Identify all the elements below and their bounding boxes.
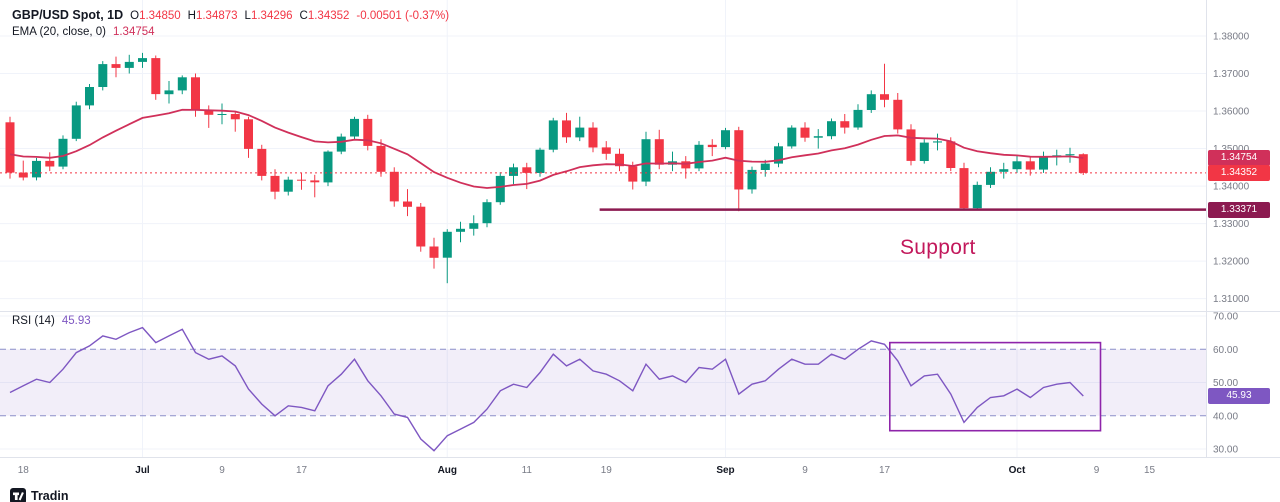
- watermark-text: Tradin: [31, 489, 69, 502]
- ohlc-open: O1.34850: [130, 10, 181, 22]
- ema-indicator-value: 1.34754: [112, 26, 155, 38]
- close-label: C: [299, 10, 308, 22]
- rsi-axis-label[interactable]: 50.00: [1213, 378, 1238, 389]
- ema-indicator-label[interactable]: EMA (20, close, 0): [12, 26, 106, 38]
- high-label: H: [187, 10, 196, 22]
- open-label: O: [130, 10, 140, 22]
- rsi-highlight-box[interactable]: [888, 341, 1102, 432]
- price-axis-label[interactable]: 1.36000: [1213, 107, 1250, 118]
- time-axis-label[interactable]: 17: [296, 465, 308, 476]
- ema-line: [9, 108, 1084, 189]
- price-axis-label[interactable]: 1.34000: [1213, 182, 1250, 193]
- rsi-line: [9, 326, 1084, 452]
- open-value: 1.34850: [139, 10, 181, 22]
- time-axis-label[interactable]: 17: [879, 465, 891, 476]
- rsi-value-badge: 45.93: [1208, 388, 1270, 404]
- support-label[interactable]: Support: [900, 236, 976, 259]
- ohlc-low: L1.34296: [245, 10, 293, 22]
- rsi-indicator-value: 45.93: [61, 315, 91, 327]
- time-axis-label[interactable]: Sep: [716, 465, 734, 476]
- rsi-legend: RSI (14) 45.93: [12, 315, 91, 327]
- time-axis-label[interactable]: Oct: [1009, 465, 1026, 476]
- tradingview-logo-icon: [10, 488, 26, 502]
- low-label: L: [244, 10, 251, 22]
- time-axis-label[interactable]: 19: [601, 465, 613, 476]
- time-axis-label[interactable]: 11: [522, 465, 533, 476]
- time-axis-label[interactable]: Aug: [438, 465, 457, 476]
- rsi-axis-label[interactable]: 30.00: [1213, 445, 1238, 456]
- rsi-indicator-label[interactable]: RSI (14): [12, 315, 55, 327]
- price-axis-label[interactable]: 1.31000: [1213, 294, 1250, 305]
- rsi-axis-label[interactable]: 70.00: [1213, 312, 1238, 323]
- price-axis-label[interactable]: 1.35000: [1213, 144, 1250, 155]
- price-change: -0.00501 (-0.37%): [356, 10, 450, 22]
- rsi-band: [0, 349, 1206, 416]
- last-price-badge: 1.34352: [1208, 164, 1270, 181]
- support-price-badge: 1.33371: [1208, 201, 1270, 218]
- time-axis-label[interactable]: 15: [1144, 465, 1156, 476]
- price-axis-label[interactable]: 1.38000: [1213, 32, 1250, 43]
- time-axis-label[interactable]: Jul: [135, 465, 150, 476]
- price-axis-label[interactable]: 1.37000: [1213, 69, 1250, 80]
- close-value: 1.34352: [307, 10, 350, 22]
- time-axis-label[interactable]: 18: [18, 465, 30, 476]
- chart-legend: GBP/USD Spot, 1D O1.34850 H1.34873 L1.34…: [12, 8, 449, 22]
- ohlc-close: C1.34352: [300, 10, 350, 22]
- rsi-axis-label[interactable]: 40.00: [1213, 411, 1238, 422]
- time-axis-label[interactable]: 9: [802, 465, 808, 476]
- rsi-axis-label[interactable]: 60.00: [1213, 345, 1238, 356]
- ema-legend: EMA (20, close, 0) 1.34754: [12, 26, 155, 38]
- high-value: 1.34873: [195, 10, 238, 22]
- time-axis-label[interactable]: 9: [219, 465, 225, 476]
- symbol-title[interactable]: GBP/USD Spot, 1D: [12, 8, 124, 22]
- price-axis-label[interactable]: 1.32000: [1213, 257, 1250, 268]
- ema-price-badge: 1.34754: [1208, 149, 1270, 166]
- ohlc-high: H1.34873: [188, 10, 238, 22]
- tradingview-watermark[interactable]: Tradin: [10, 488, 69, 502]
- candlestick-series[interactable]: [5, 52, 1088, 284]
- time-axis-label[interactable]: 9: [1094, 465, 1100, 476]
- price-axis-label[interactable]: 1.33000: [1213, 219, 1250, 230]
- low-value: 1.34296: [250, 10, 293, 22]
